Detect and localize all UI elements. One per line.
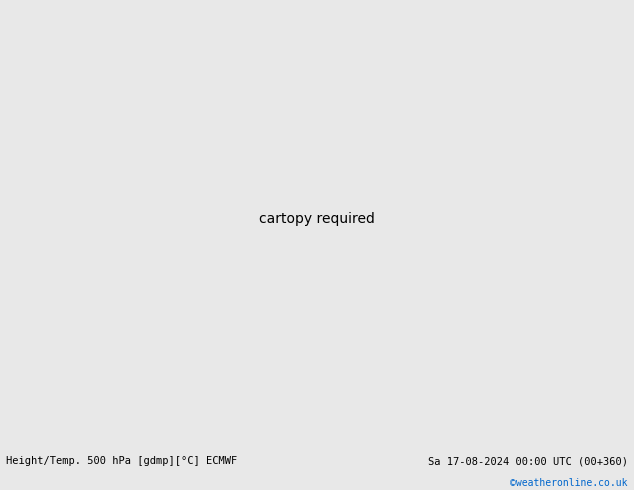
Text: ©weatheronline.co.uk: ©weatheronline.co.uk <box>510 478 628 489</box>
Text: Sa 17-08-2024 00:00 UTC (00+360): Sa 17-08-2024 00:00 UTC (00+360) <box>428 456 628 466</box>
Text: cartopy required: cartopy required <box>259 212 375 226</box>
Text: Height/Temp. 500 hPa [gdmp][°C] ECMWF: Height/Temp. 500 hPa [gdmp][°C] ECMWF <box>6 456 238 466</box>
